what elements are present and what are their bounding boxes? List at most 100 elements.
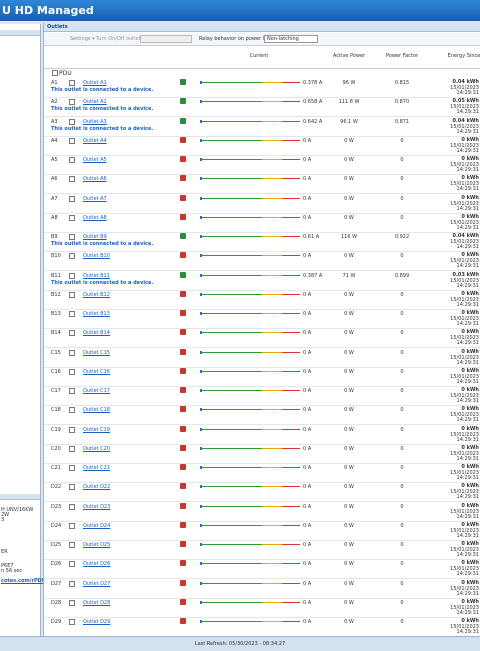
outlet-checkbox[interactable]: [69, 311, 75, 317]
energy: 0 kWh: [461, 579, 479, 586]
outlet-name[interactable]: Outlet B10: [83, 253, 110, 260]
outlet-name[interactable]: Outlet C18: [83, 407, 110, 414]
outlet-checkbox[interactable]: [69, 542, 75, 548]
outlet-name[interactable]: Outlet D26: [83, 561, 111, 568]
status-icon[interactable]: [180, 521, 186, 528]
outlet-checkbox[interactable]: [69, 619, 75, 625]
outlet-name[interactable]: Outlet B14: [83, 330, 110, 337]
outlet-name[interactable]: Outlet C17: [83, 388, 110, 394]
status-icon[interactable]: [180, 348, 186, 355]
outlet-checkbox[interactable]: [69, 234, 75, 240]
status-icon[interactable]: [180, 252, 186, 259]
status-icon[interactable]: [180, 502, 186, 509]
power-factor: 0: [400, 445, 404, 452]
outlet-checkbox[interactable]: [69, 561, 75, 568]
outlet-checkbox[interactable]: [69, 388, 75, 394]
energy-time: 14:29:31: [456, 609, 479, 616]
tab[interactable]: Outlets: [47, 24, 68, 30]
outlet-checkbox[interactable]: [69, 407, 75, 414]
outlet-checkbox[interactable]: [69, 522, 75, 529]
status-icon[interactable]: [180, 387, 186, 393]
outlet-checkbox[interactable]: [69, 368, 75, 375]
outlet-checkbox[interactable]: [69, 118, 75, 125]
status-icon[interactable]: [180, 367, 186, 374]
status-icon[interactable]: [180, 598, 186, 605]
status-icon[interactable]: [180, 541, 186, 547]
outlet-name[interactable]: Outlet A3: [83, 118, 107, 125]
sidebar-link[interactable]: cotes.com/rPDU: [1, 578, 46, 584]
outlet-checkbox[interactable]: [69, 195, 75, 202]
energy-time: 14:29:31: [456, 244, 479, 250]
settings-menu[interactable]: Settings ▾: [70, 36, 95, 42]
outlet-name[interactable]: Outlet B13: [83, 311, 110, 317]
outlet-name[interactable]: Outlet D29: [83, 619, 111, 625]
outlet-checkbox[interactable]: [69, 291, 75, 298]
status-icon[interactable]: [180, 79, 186, 85]
outlet-checkbox[interactable]: [69, 253, 75, 260]
outlet-checkbox[interactable]: [69, 137, 75, 144]
sidebar-text: P6E7: [1, 563, 14, 569]
outlet-checkbox[interactable]: [69, 176, 75, 183]
outlet-checkbox[interactable]: [69, 503, 75, 510]
status-icon[interactable]: [180, 117, 186, 124]
status-icon[interactable]: [180, 213, 186, 220]
status-icon[interactable]: [180, 98, 186, 105]
outlet-name[interactable]: Outlet D23: [83, 503, 111, 510]
status-icon[interactable]: [180, 618, 186, 624]
outlet-name[interactable]: Outlet B11: [83, 272, 110, 279]
outlet-checkbox[interactable]: [69, 349, 75, 356]
outlet-checkbox[interactable]: [69, 330, 75, 337]
outlet-name[interactable]: Outlet A4: [83, 137, 107, 144]
status-icon[interactable]: [180, 579, 186, 586]
status-icon[interactable]: [180, 310, 186, 316]
column-header: Current: [249, 53, 269, 59]
status-icon[interactable]: [180, 194, 186, 201]
outlet-name[interactable]: Outlet C20: [83, 445, 110, 452]
outlet-checkbox[interactable]: [69, 580, 75, 587]
outlet-checkbox[interactable]: [69, 157, 75, 163]
outlet-name[interactable]: Outlet A2: [83, 99, 107, 106]
outlet-checkbox[interactable]: [69, 99, 75, 106]
power-factor: 0: [400, 388, 404, 394]
status-icon[interactable]: [180, 156, 186, 162]
outlet-name[interactable]: Outlet B12: [83, 291, 110, 298]
outlet-checkbox[interactable]: [69, 80, 75, 86]
status-icon[interactable]: [180, 136, 186, 143]
outlet-checkbox[interactable]: [69, 484, 75, 491]
status-icon[interactable]: [180, 271, 186, 278]
outlet-name[interactable]: Outlet C21: [83, 465, 110, 471]
outlet-name[interactable]: Outlet A7: [83, 195, 107, 202]
outlet-name[interactable]: Outlet C16: [83, 368, 110, 375]
outlet-name[interactable]: Outlet D25: [83, 542, 111, 548]
outlet-name[interactable]: Outlet C15: [83, 349, 110, 356]
outlet-checkbox[interactable]: [69, 445, 75, 452]
status-icon[interactable]: [180, 425, 186, 432]
status-icon[interactable]: [180, 233, 186, 239]
status-icon[interactable]: [180, 444, 186, 451]
status-icon[interactable]: [180, 175, 186, 182]
outlet-checkbox[interactable]: [69, 426, 75, 433]
status-icon[interactable]: [180, 483, 186, 490]
outlet-name[interactable]: Outlet D24: [83, 522, 111, 529]
outlet-name[interactable]: Outlet A6: [83, 176, 107, 183]
status-icon[interactable]: [180, 406, 186, 413]
outlet-name[interactable]: Outlet D28: [83, 599, 111, 606]
outlet-checkbox[interactable]: [69, 272, 75, 279]
status-icon[interactable]: [180, 464, 186, 470]
status-icon[interactable]: [180, 290, 186, 297]
outlet-name[interactable]: Outlet B9: [83, 234, 107, 240]
outlet-checkbox[interactable]: [69, 465, 75, 471]
outlet-name[interactable]: Outlet A1: [83, 80, 107, 86]
status-icon[interactable]: [180, 329, 186, 336]
group-checkbox[interactable]: [52, 70, 58, 76]
outlet-name[interactable]: Outlet A5: [83, 157, 107, 163]
outlet-name[interactable]: Outlet D27: [83, 580, 111, 587]
outlet-name[interactable]: Outlet A8: [83, 214, 107, 221]
outlet-name[interactable]: Outlet C19: [83, 426, 110, 433]
turn-select[interactable]: [140, 35, 192, 43]
relay-select[interactable]: Non-latching: [264, 35, 318, 43]
outlet-checkbox[interactable]: [69, 214, 75, 221]
outlet-name[interactable]: Outlet D22: [83, 484, 111, 491]
status-icon[interactable]: [180, 560, 186, 567]
outlet-checkbox[interactable]: [69, 599, 75, 606]
